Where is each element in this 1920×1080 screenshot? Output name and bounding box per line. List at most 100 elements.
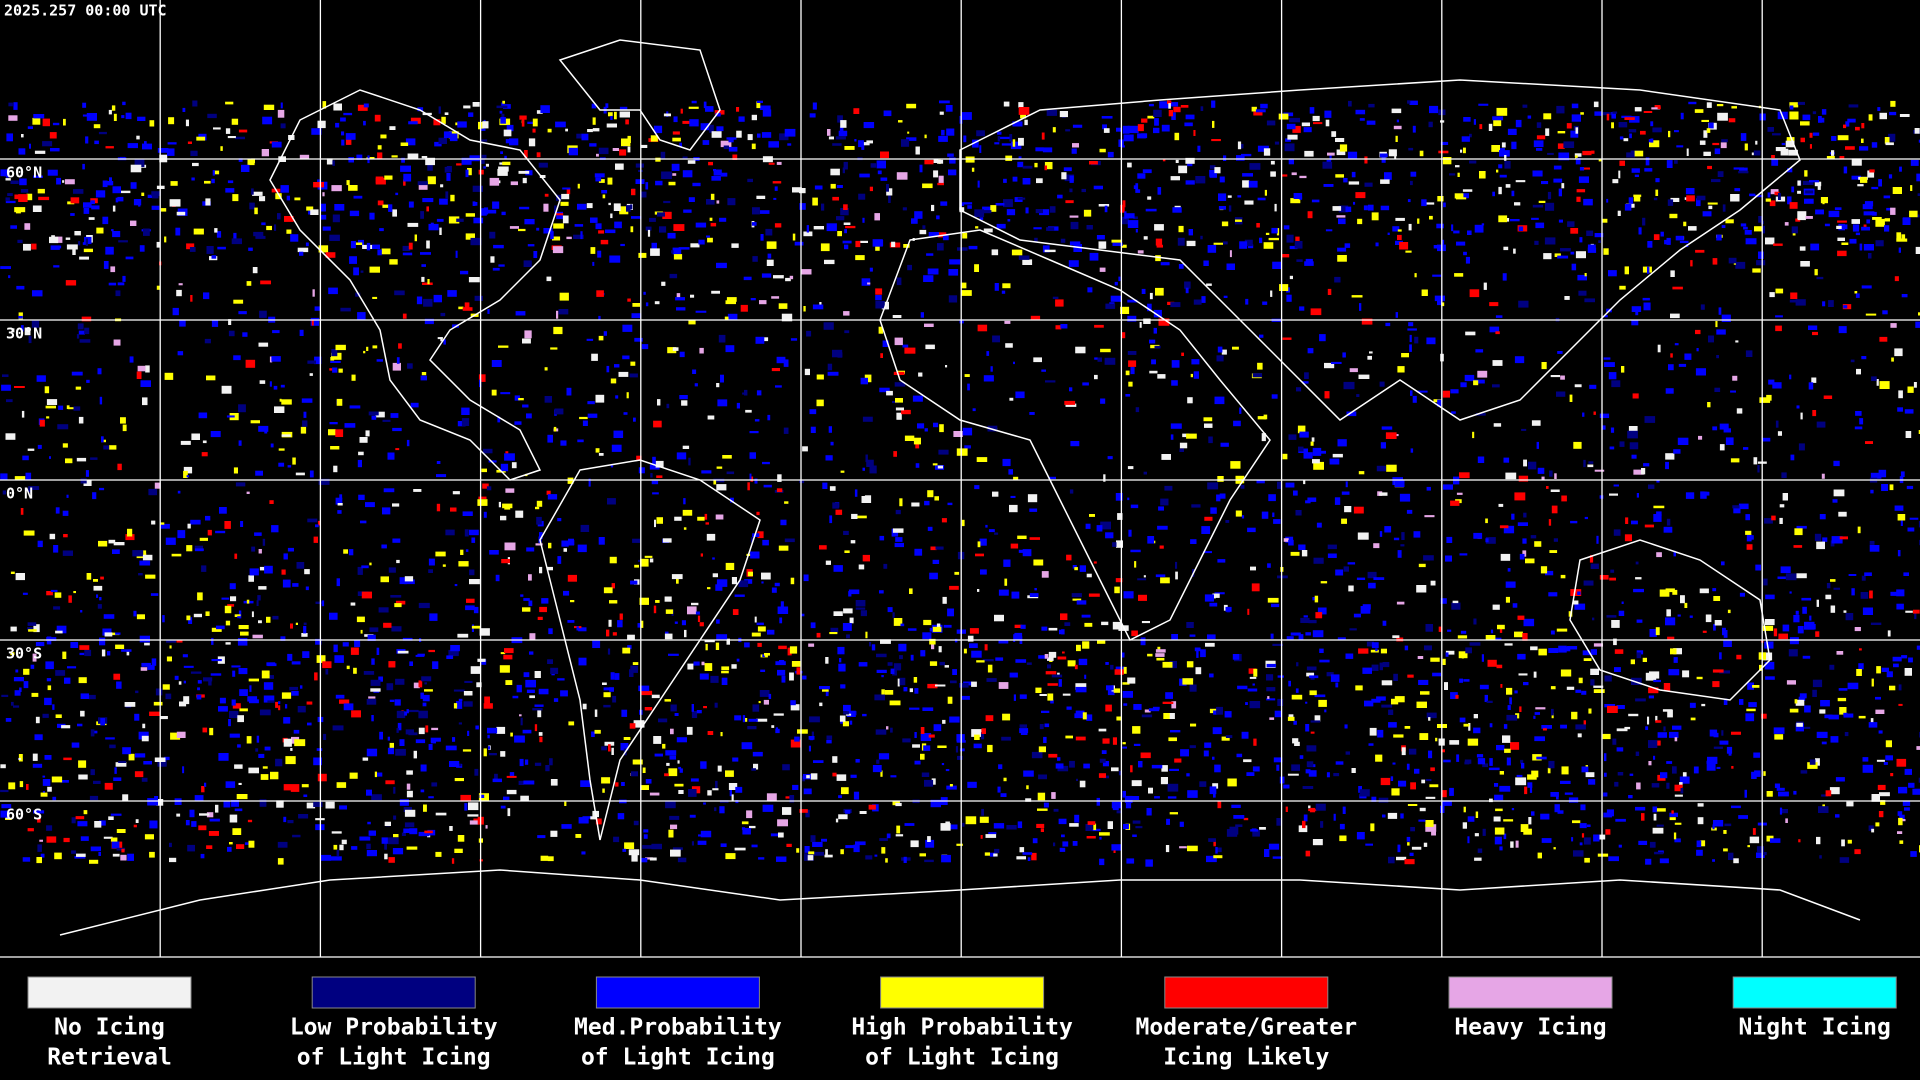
icing-pixel [937,182,944,186]
icing-pixel [1561,183,1565,189]
icing-pixel [1619,441,1625,447]
icing-pixel [785,277,791,282]
icing-pixel [1839,707,1847,715]
icing-pixel [660,151,666,159]
icing-pixel [706,235,710,238]
icing-pixel [1775,420,1779,428]
icing-pixel [1217,346,1223,353]
icing-pixel [481,468,487,473]
icing-pixel [983,375,994,382]
icing-pixel [378,676,383,682]
icing-pixel [937,745,947,748]
icing-pixel [855,255,865,261]
icing-pixel [156,241,161,248]
icing-pixel [1523,512,1527,518]
icing-pixel [1655,715,1658,722]
icing-pixel [1502,273,1507,281]
icing-pixel [1836,225,1842,229]
icing-pixel [502,161,511,166]
icing-pixel [826,735,833,740]
icing-pixel [1628,795,1633,799]
icing-pixel [890,775,897,778]
icing-pixel [876,653,887,658]
icing-pixel [1505,581,1516,588]
icing-pixel [1303,479,1306,485]
icing-pixel [598,453,604,456]
icing-pixel [1781,472,1787,478]
icing-pixel [5,433,16,440]
icing-pixel [1417,656,1424,659]
icing-pixel [1453,230,1460,234]
icing-pixel [1830,736,1839,743]
icing-pixel [89,859,99,864]
icing-pixel [1376,465,1386,472]
icing-pixel [1302,786,1314,789]
icing-pixel [1382,620,1387,626]
icing-pixel [1086,573,1092,578]
icing-pixel [473,217,484,224]
icing-pixel [1746,544,1753,550]
icing-pixel [1075,710,1085,714]
icing-pixel [122,794,129,802]
icing-pixel [1085,824,1093,831]
icing-pixel [189,247,196,252]
icing-pixel [1277,675,1284,678]
icing-pixel [1696,348,1699,352]
icing-pixel [1042,147,1053,153]
icing-pixel [547,856,554,862]
icing-pixel [1667,636,1675,640]
icing-pixel [631,188,636,196]
icing-pixel [1288,158,1294,165]
icing-pixel [712,788,719,791]
icing-pixel [684,629,687,638]
icing-pixel [740,304,748,312]
icing-pixel [1585,772,1595,778]
icing-pixel [97,368,102,375]
icing-pixel [1577,274,1587,281]
icing-pixel [832,196,839,201]
icing-pixel [500,392,511,395]
icing-pixel [187,523,191,529]
icing-pixel [854,489,858,497]
icing-pixel [543,228,553,234]
icing-pixel [1417,218,1420,224]
icing-pixel [1170,176,1180,181]
icing-pixel [216,231,222,238]
icing-pixel [683,498,686,505]
icing-pixel [1758,216,1763,223]
icing-pixel [642,767,646,773]
icing-pixel [103,445,110,450]
icing-pixel [215,804,219,813]
icing-pixel [1336,149,1346,156]
icing-pixel [734,847,746,851]
icing-pixel [1006,209,1016,216]
icing-pixel [1554,473,1557,479]
icing-pixel [1831,136,1837,141]
icing-pixel [183,470,188,478]
icing-pixel [640,857,648,863]
icing-pixel [287,465,292,468]
icing-pixel [160,716,168,720]
icing-pixel [514,735,525,743]
icing-pixel [392,209,397,217]
icing-pixel [536,500,543,507]
icing-pixel [879,838,888,841]
icing-pixel [153,701,163,706]
icing-pixel [367,821,371,825]
icing-pixel [456,163,462,166]
icing-pixel [1259,334,1264,338]
icing-pixel [134,159,145,168]
icing-pixel [468,802,479,811]
icing-pixel [960,202,965,206]
icing-pixel [174,675,179,680]
icing-pixel [1213,710,1218,715]
icing-pixel [76,853,86,857]
icing-pixel [1424,645,1432,651]
icing-pixel [544,193,549,197]
icing-pixel [640,144,648,148]
icing-pixel [745,409,752,413]
icing-pixel [1104,357,1116,365]
icing-pixel [1890,100,1896,107]
icing-pixel [1052,127,1056,133]
icing-pixel [767,253,772,259]
